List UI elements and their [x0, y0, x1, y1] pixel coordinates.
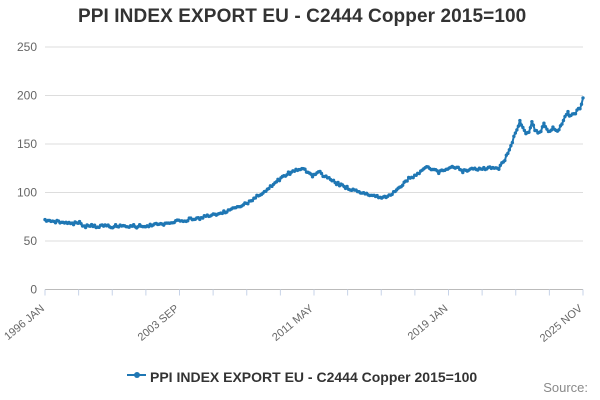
svg-text:2019 JAN: 2019 JAN	[406, 303, 451, 343]
svg-text:2003 SEP: 2003 SEP	[136, 303, 182, 344]
svg-text:100: 100	[17, 186, 37, 200]
svg-text:200: 200	[17, 89, 37, 103]
svg-text:2011 MAY: 2011 MAY	[270, 302, 316, 344]
svg-text:150: 150	[17, 137, 37, 151]
svg-text:1996 JAN: 1996 JAN	[2, 303, 47, 343]
svg-text:0: 0	[30, 283, 37, 297]
svg-text:50: 50	[24, 234, 38, 248]
svg-text:2025 NOV: 2025 NOV	[538, 302, 586, 345]
svg-text:250: 250	[17, 40, 37, 54]
